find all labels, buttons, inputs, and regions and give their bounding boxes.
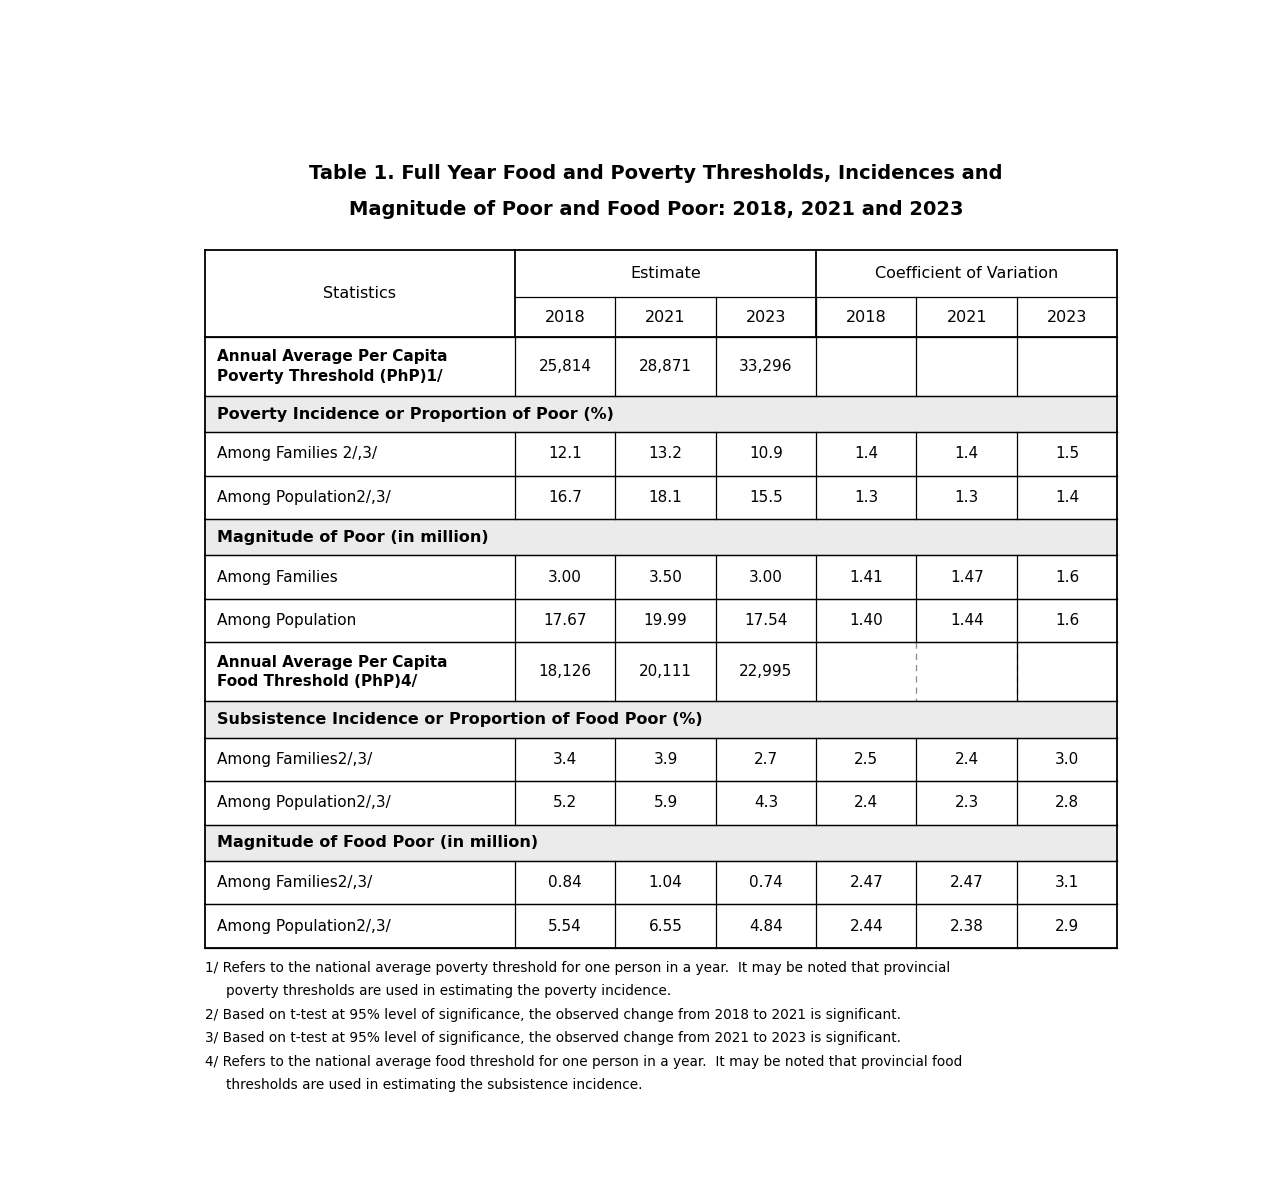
Text: 1.04: 1.04 xyxy=(649,875,682,890)
Bar xyxy=(205,395,1117,432)
Text: 1.40: 1.40 xyxy=(850,613,883,629)
Text: Among Families 2/,3/: Among Families 2/,3/ xyxy=(216,446,376,461)
Text: 3.50: 3.50 xyxy=(649,570,682,585)
Text: Table 1. Full Year Food and Poverty Thresholds, Incidences and: Table 1. Full Year Food and Poverty Thre… xyxy=(310,164,1002,182)
Text: 2.47: 2.47 xyxy=(850,875,883,890)
Text: 13.2: 13.2 xyxy=(649,446,682,461)
Bar xyxy=(205,519,1117,556)
Text: 4.3: 4.3 xyxy=(754,796,778,810)
Text: 2021: 2021 xyxy=(946,310,987,325)
Text: 18.1: 18.1 xyxy=(649,490,682,505)
Text: Annual Average Per Capita
Food Threshold (PhP)4/: Annual Average Per Capita Food Threshold… xyxy=(216,654,447,689)
Text: 1.5: 1.5 xyxy=(1055,446,1079,461)
Text: 10.9: 10.9 xyxy=(749,446,783,461)
Text: 1.3: 1.3 xyxy=(955,490,979,505)
Text: Among Population2/,3/: Among Population2/,3/ xyxy=(216,796,390,810)
Text: 2.3: 2.3 xyxy=(955,796,979,810)
Text: thresholds are used in estimating the subsistence incidence.: thresholds are used in estimating the su… xyxy=(227,1078,643,1092)
Text: Magnitude of Food Poor (in million): Magnitude of Food Poor (in million) xyxy=(216,836,538,850)
Text: 2.8: 2.8 xyxy=(1055,796,1079,810)
Text: 2.4: 2.4 xyxy=(854,796,878,810)
Text: 2.44: 2.44 xyxy=(850,918,883,933)
Text: 28,871: 28,871 xyxy=(639,359,692,374)
Text: 1.4: 1.4 xyxy=(955,446,979,461)
Bar xyxy=(205,825,1117,860)
Text: 1.41: 1.41 xyxy=(850,570,883,585)
Text: 20,111: 20,111 xyxy=(639,664,692,679)
Text: 3.9: 3.9 xyxy=(653,752,677,767)
Text: 3.4: 3.4 xyxy=(553,752,577,767)
Text: Magnitude of Poor and Food Poor: 2018, 2021 and 2023: Magnitude of Poor and Food Poor: 2018, 2… xyxy=(348,200,964,219)
Text: Among Families: Among Families xyxy=(216,570,338,585)
Text: Annual Average Per Capita
Poverty Threshold (PhP)1/: Annual Average Per Capita Poverty Thresh… xyxy=(216,350,447,384)
Text: Statistics: Statistics xyxy=(324,286,397,301)
Text: 0.84: 0.84 xyxy=(548,875,582,890)
Text: 2.4: 2.4 xyxy=(955,752,979,767)
Text: 2.5: 2.5 xyxy=(854,752,878,767)
Text: 5.9: 5.9 xyxy=(653,796,677,810)
Text: 5.2: 5.2 xyxy=(553,796,577,810)
Text: 1.47: 1.47 xyxy=(950,570,983,585)
Text: 2.9: 2.9 xyxy=(1055,918,1079,933)
Text: Magnitude of Poor (in million): Magnitude of Poor (in million) xyxy=(216,530,488,545)
Text: 33,296: 33,296 xyxy=(739,359,792,374)
Text: Poverty Incidence or Proportion of Poor (%): Poverty Incidence or Proportion of Poor … xyxy=(216,406,613,421)
Text: 1.44: 1.44 xyxy=(950,613,983,629)
Text: 22,995: 22,995 xyxy=(740,664,792,679)
Text: 3.1: 3.1 xyxy=(1055,875,1079,890)
Text: Among Population2/,3/: Among Population2/,3/ xyxy=(216,918,390,933)
Text: 15.5: 15.5 xyxy=(749,490,783,505)
Text: 19.99: 19.99 xyxy=(644,613,687,629)
Text: 3/ Based on t-test at 95% level of significance, the observed change from 2021 t: 3/ Based on t-test at 95% level of signi… xyxy=(205,1031,901,1045)
Text: 1.6: 1.6 xyxy=(1055,570,1079,585)
Text: 1/ Refers to the national average poverty threshold for one person in a year.  I: 1/ Refers to the national average povert… xyxy=(205,960,950,975)
Text: 3.00: 3.00 xyxy=(548,570,582,585)
Text: Among Population: Among Population xyxy=(216,613,356,629)
Text: 16.7: 16.7 xyxy=(548,490,582,505)
Text: Among Families2/,3/: Among Families2/,3/ xyxy=(216,875,371,890)
Text: 2.38: 2.38 xyxy=(950,918,983,933)
Text: 2.47: 2.47 xyxy=(950,875,983,890)
Text: 3.0: 3.0 xyxy=(1055,752,1079,767)
Text: 4.84: 4.84 xyxy=(749,918,783,933)
Text: Among Families2/,3/: Among Families2/,3/ xyxy=(216,752,371,767)
Bar xyxy=(205,701,1117,738)
Text: 12.1: 12.1 xyxy=(548,446,582,461)
Text: 2018: 2018 xyxy=(545,310,585,325)
Text: 2023: 2023 xyxy=(1047,310,1087,325)
Text: Coefficient of Variation: Coefficient of Variation xyxy=(876,266,1059,281)
Text: 6.55: 6.55 xyxy=(649,918,682,933)
Text: 2023: 2023 xyxy=(746,310,786,325)
Text: 2021: 2021 xyxy=(645,310,686,325)
Text: 2018: 2018 xyxy=(846,310,887,325)
Text: 1.4: 1.4 xyxy=(1055,490,1079,505)
Text: Subsistence Incidence or Proportion of Food Poor (%): Subsistence Incidence or Proportion of F… xyxy=(216,712,703,727)
Text: 17.67: 17.67 xyxy=(544,613,588,629)
Text: 1.6: 1.6 xyxy=(1055,613,1079,629)
Text: Among Population2/,3/: Among Population2/,3/ xyxy=(216,490,390,505)
Text: Estimate: Estimate xyxy=(630,266,701,281)
Text: poverty thresholds are used in estimating the poverty incidence.: poverty thresholds are used in estimatin… xyxy=(227,984,672,998)
Text: 18,126: 18,126 xyxy=(539,664,591,679)
Text: 3.00: 3.00 xyxy=(749,570,783,585)
Text: 2/ Based on t-test at 95% level of significance, the observed change from 2018 t: 2/ Based on t-test at 95% level of signi… xyxy=(205,1008,901,1022)
Text: 1.3: 1.3 xyxy=(854,490,878,505)
Text: 4/ Refers to the national average food threshold for one person in a year.  It m: 4/ Refers to the national average food t… xyxy=(205,1055,961,1069)
Text: 2.7: 2.7 xyxy=(754,752,778,767)
Text: 0.74: 0.74 xyxy=(749,875,783,890)
Text: 1.4: 1.4 xyxy=(854,446,878,461)
Text: 25,814: 25,814 xyxy=(539,359,591,374)
Text: 5.54: 5.54 xyxy=(548,918,582,933)
Text: 17.54: 17.54 xyxy=(744,613,787,629)
